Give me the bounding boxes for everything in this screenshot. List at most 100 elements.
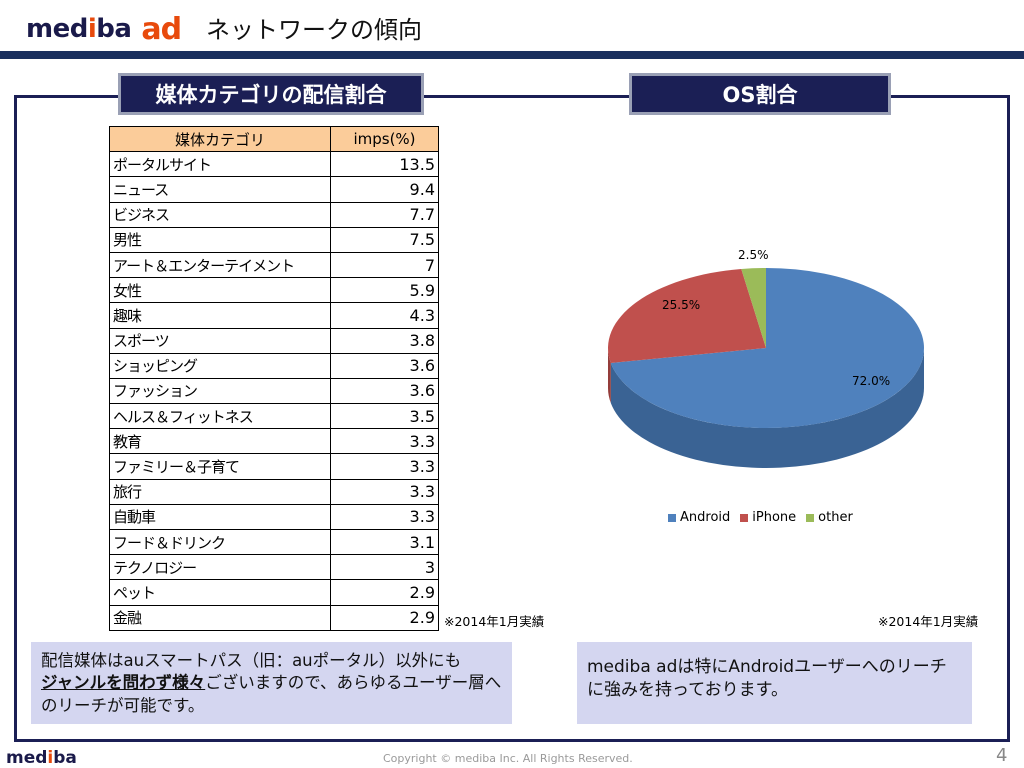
pie-slice-iphone bbox=[608, 268, 766, 363]
category-name-cell: 自動車 bbox=[109, 503, 331, 531]
legend-label: iPhone bbox=[752, 510, 797, 525]
imps-value-cell: 7 bbox=[330, 251, 439, 279]
pie-slice-android bbox=[610, 268, 924, 428]
imps-value-cell: 2.9 bbox=[330, 604, 439, 631]
table-row: 金融 2.9 bbox=[109, 604, 439, 631]
logo-part-i: i bbox=[87, 14, 97, 44]
imps-value-cell: 3.8 bbox=[330, 327, 439, 354]
legend-swatch bbox=[806, 513, 815, 522]
os-share-pie-chart: 72.0% 25.5% 2.5% bbox=[600, 240, 940, 480]
imps-value-cell: 9.4 bbox=[330, 176, 439, 203]
pie-side-walls bbox=[608, 348, 924, 469]
category-name-cell: 女性 bbox=[109, 277, 331, 304]
category-name-cell: ショッピング bbox=[109, 352, 331, 379]
category-name-cell: フード＆ドリンク bbox=[109, 528, 331, 556]
os-summary-box: mediba adは特にAndroidユーザーへのリーチ に強みを持っております… bbox=[577, 642, 972, 724]
imps-value-cell: 4.3 bbox=[330, 302, 439, 329]
imps-value-cell: 5.9 bbox=[330, 277, 439, 304]
imps-value-cell: 2.9 bbox=[330, 579, 439, 606]
category-name-cell: 旅行 bbox=[109, 478, 331, 505]
table-row: ファミリー＆子育て 3.3 bbox=[109, 453, 439, 480]
category-name-cell: 男性 bbox=[109, 226, 331, 253]
category-name-cell: テクノロジー bbox=[109, 554, 331, 581]
table-row: ファッション 3.6 bbox=[109, 377, 439, 405]
column-header-imps: imps(%) bbox=[330, 125, 439, 153]
summary-line: のリーチが可能です。 bbox=[41, 695, 205, 715]
category-table: 媒体カテゴリ imps(%) ポータルサイト 13.5 ニュース 9.4 ビジネス 7.7… bbox=[109, 125, 439, 631]
content-frame bbox=[14, 95, 1010, 742]
legend-swatch bbox=[668, 513, 676, 522]
table-row: スポーツ 3.8 bbox=[109, 327, 439, 354]
ad-logo-text: ad bbox=[141, 11, 182, 47]
table-row: 自動車 3.3 bbox=[109, 503, 439, 531]
logo-part: ba bbox=[96, 14, 132, 44]
table-row: フード＆ドリンク 3.1 bbox=[109, 528, 439, 556]
table-row: ニュース 9.4 bbox=[109, 176, 439, 203]
imps-value-cell: 3.6 bbox=[330, 352, 439, 379]
table-row: 女性 5.9 bbox=[109, 277, 439, 304]
category-name-cell: ペット bbox=[109, 579, 331, 606]
table-row: 旅行 3.3 bbox=[109, 478, 439, 505]
summary-line: ジャンルを問わず様々ございますので、あらゆるユーザー層へ bbox=[41, 672, 502, 694]
category-name-cell: 金融 bbox=[109, 604, 331, 631]
header-divider bbox=[0, 51, 1024, 59]
category-summary-box: 配信媒体はauスマートパス（旧：auポータル）以外にも ジャンルを問わず様々ござ… bbox=[31, 642, 512, 724]
summary-line: mediba adは特にAndroidユーザーへのリーチ bbox=[587, 657, 947, 677]
footer-logo: mediba bbox=[6, 748, 77, 768]
logo-part-i: i bbox=[47, 748, 54, 768]
summary-text: ございますので、あらゆるユーザー層へ bbox=[205, 673, 502, 693]
imps-value-cell: 7.5 bbox=[330, 226, 439, 253]
summary-line: 配信媒体はauスマートパス（旧：auポータル）以外にも bbox=[41, 651, 462, 670]
mediba-ad-logo: mediba ad bbox=[26, 11, 182, 47]
logo-part: ba bbox=[53, 748, 77, 768]
pie-slice-other bbox=[741, 268, 766, 348]
table-row: 教育 3.3 bbox=[109, 428, 439, 455]
legend-item: iPhone bbox=[740, 510, 796, 525]
legend-label: Android bbox=[680, 510, 731, 525]
imps-value-cell: 13.5 bbox=[330, 151, 439, 178]
pie-slice-side-iphone bbox=[608, 348, 611, 403]
category-name-cell: ビジネス bbox=[109, 201, 331, 228]
data-period-note: ※2014年1月実績 bbox=[878, 614, 979, 629]
table-row: ショッピング 3.6 bbox=[109, 352, 439, 379]
imps-value-cell: 3.6 bbox=[330, 377, 439, 405]
imps-value-cell: 3.1 bbox=[330, 528, 439, 556]
legend-swatch bbox=[740, 513, 749, 522]
pie-data-label: 72.0% bbox=[852, 374, 890, 388]
pie-data-label: 2.5% bbox=[738, 248, 769, 262]
summary-line: に強みを持っております。 bbox=[587, 679, 788, 700]
category-name-cell: ニュース bbox=[109, 176, 331, 203]
imps-value-cell: 3.3 bbox=[330, 478, 439, 505]
category-name-cell: ヘルス＆フィットネス bbox=[109, 403, 331, 430]
chart-legend: Android iPhone other bbox=[668, 510, 863, 525]
pie-slice-side-android bbox=[610, 348, 924, 469]
imps-value-cell: 3.3 bbox=[330, 503, 439, 531]
table-row: ビジネス 7.7 bbox=[109, 201, 439, 228]
category-name-cell: アート＆エンターテイメント bbox=[109, 251, 331, 279]
category-name-cell: 趣味 bbox=[109, 302, 331, 329]
table-row: ポータルサイト 13.5 bbox=[109, 151, 439, 178]
pie-data-label: 25.5% bbox=[662, 298, 700, 312]
copyright-text: Copyright © mediba Inc. All Rights Reser… bbox=[383, 752, 633, 765]
column-header-category: 媒体カテゴリ bbox=[109, 125, 331, 153]
legend-item: Android bbox=[668, 510, 730, 525]
table-row: ヘルス＆フィットネス 3.5 bbox=[109, 403, 439, 430]
page-number: 4 bbox=[996, 745, 1008, 766]
category-name-cell: ポータルサイト bbox=[109, 151, 331, 178]
page-title: ネットワークの傾向 bbox=[206, 16, 422, 44]
legend-item: other bbox=[806, 510, 853, 525]
imps-value-cell: 7.7 bbox=[330, 201, 439, 228]
table-header-row: 媒体カテゴリ imps(%) bbox=[109, 125, 439, 153]
table-row: 男性 7.5 bbox=[109, 226, 439, 253]
category-name-cell: スポーツ bbox=[109, 327, 331, 354]
imps-value-cell: 3.3 bbox=[330, 428, 439, 455]
category-name-cell: ファッション bbox=[109, 377, 331, 405]
imps-value-cell: 3 bbox=[330, 554, 439, 581]
legend-label: other bbox=[818, 510, 853, 525]
section-title-category: 媒体カテゴリの配信割合 bbox=[118, 73, 424, 115]
imps-value-cell: 3.3 bbox=[330, 453, 439, 480]
logo-part: med bbox=[26, 14, 88, 44]
section-title-os: OS割合 bbox=[629, 73, 891, 115]
category-name-cell: ファミリー＆子育て bbox=[109, 453, 331, 480]
imps-value-cell: 3.5 bbox=[330, 403, 439, 430]
